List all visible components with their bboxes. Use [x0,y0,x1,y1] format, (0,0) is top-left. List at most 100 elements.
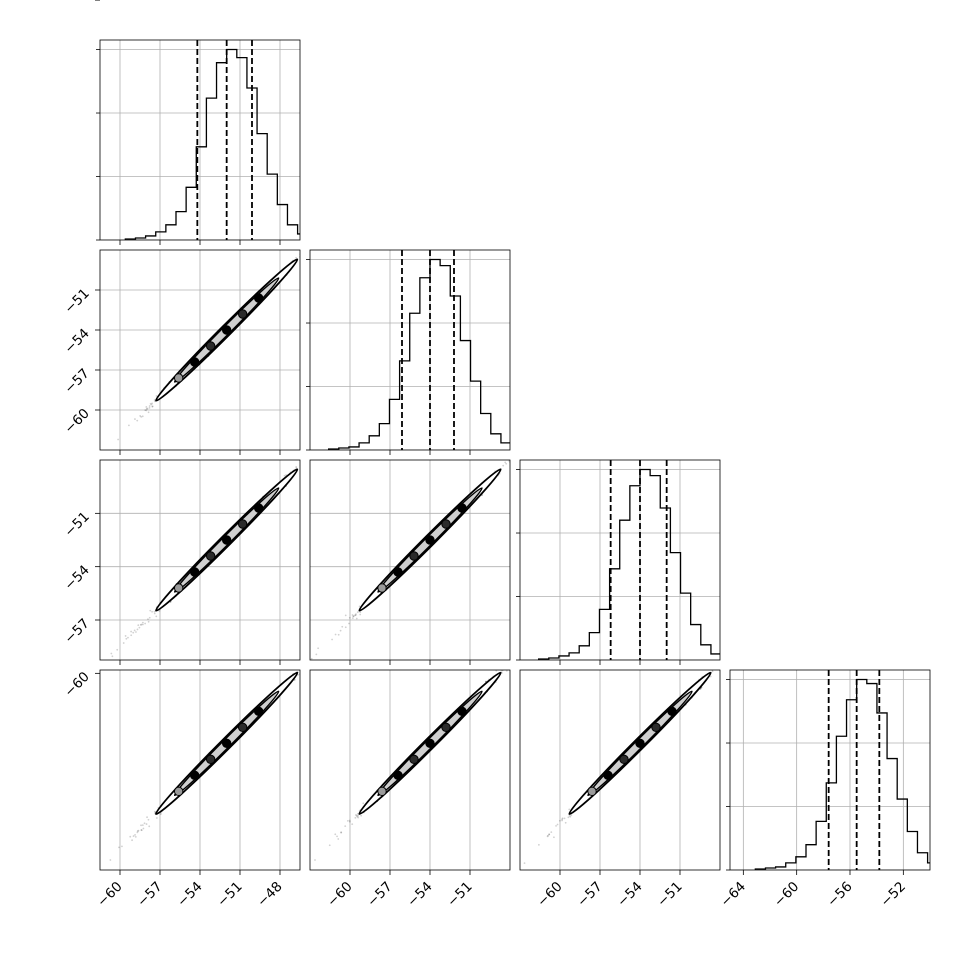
sample-point [738,645,740,647]
density-contours [155,258,299,402]
sample-point [351,614,354,616]
sample-point [495,670,498,672]
sample-point [352,615,355,618]
sample-point [130,630,133,633]
panel-frame [519,669,721,871]
sample-point [348,622,350,625]
y-tick-label: −60 [61,669,92,700]
sample-point [316,237,318,239]
sample-point [124,635,127,637]
sample-point [317,236,319,238]
contour-peak [441,722,451,733]
scatter-panel-4-2: −60 −57 −54 −51 [309,642,533,910]
sample-point [302,252,304,254]
y-tick-label: −57 [61,616,92,647]
sample-point [147,818,150,821]
sample-point [711,670,714,673]
x-tick-label: −51 [214,879,245,910]
sample-point [351,823,354,826]
sample-point [567,816,570,819]
sample-point [140,829,143,832]
sample-point [326,438,328,440]
sample-point [146,816,148,819]
y-tick-label: −60 [62,0,91,4]
sample-point [158,610,161,612]
sample-point [134,833,136,836]
scatter-panel-4-3: −60 −57 −54 −51 [517,645,740,910]
sample-point [527,442,529,444]
sample-point [355,617,358,620]
sample-point [357,814,359,817]
sample-point [139,415,142,417]
sample-point [147,411,150,414]
sample-point [509,662,511,664]
sample-point [355,814,358,817]
contour-peak [237,722,248,733]
sample-point [322,232,324,234]
sample-point [720,661,722,663]
sample-point [548,833,551,836]
contour-peak [457,503,467,513]
panel-frame [309,669,511,871]
sample-point [550,831,553,834]
sample-point [140,623,143,626]
sample-point [344,626,347,629]
sample-point [340,831,343,834]
sample-point [141,415,144,418]
contour-peak [173,583,184,593]
sample-point [318,649,320,651]
sample-point [337,633,340,636]
sample-point [153,399,156,401]
y-tick-label: −51 [61,509,92,540]
sample-point [159,813,162,816]
sample-point [132,631,135,634]
y-tick-label: −51 [61,286,92,317]
sample-point [122,642,125,644]
sample-point [561,818,564,821]
sample-point [146,407,149,410]
sample-point [564,821,567,824]
sample-point [351,617,354,620]
sample-point [356,812,359,815]
contour-peak [189,357,200,367]
sample-point [141,621,144,624]
panel-frame [309,249,511,451]
sample-point [151,405,154,408]
sample-point [134,418,136,420]
sample-point [313,655,315,657]
sample-point [511,662,513,664]
contour-peak [635,738,645,749]
contour-peak [441,519,451,529]
sample-point [711,666,713,668]
sample-point [145,406,148,408]
sample-point [561,817,564,820]
sample-point [128,424,130,427]
sample-point [145,408,148,410]
sample-point [517,866,519,868]
sample-point [529,438,531,440]
sample-point [295,256,298,259]
sample-point [304,250,306,252]
sample-point [523,652,525,654]
sample-point [513,453,515,455]
sample-point [503,668,505,670]
sample-point [314,859,316,861]
sample-point [118,846,120,849]
contour-peak [221,325,232,335]
x-tick-label: −57 [364,879,395,910]
sample-point [531,642,533,644]
sample-point [354,614,356,617]
y-tick-label: −54 [61,326,92,357]
contour-peak [603,770,613,781]
sample-point [137,829,140,832]
sample-point [360,814,363,817]
sample-point [143,822,146,825]
histogram-panel-4: −64 −60 −56 −52 [718,669,931,910]
sample-point [344,825,347,828]
sample-point [517,450,519,452]
sample-point [129,835,132,838]
density-contours [155,468,299,612]
sample-point [314,655,316,657]
sample-point [136,831,139,834]
